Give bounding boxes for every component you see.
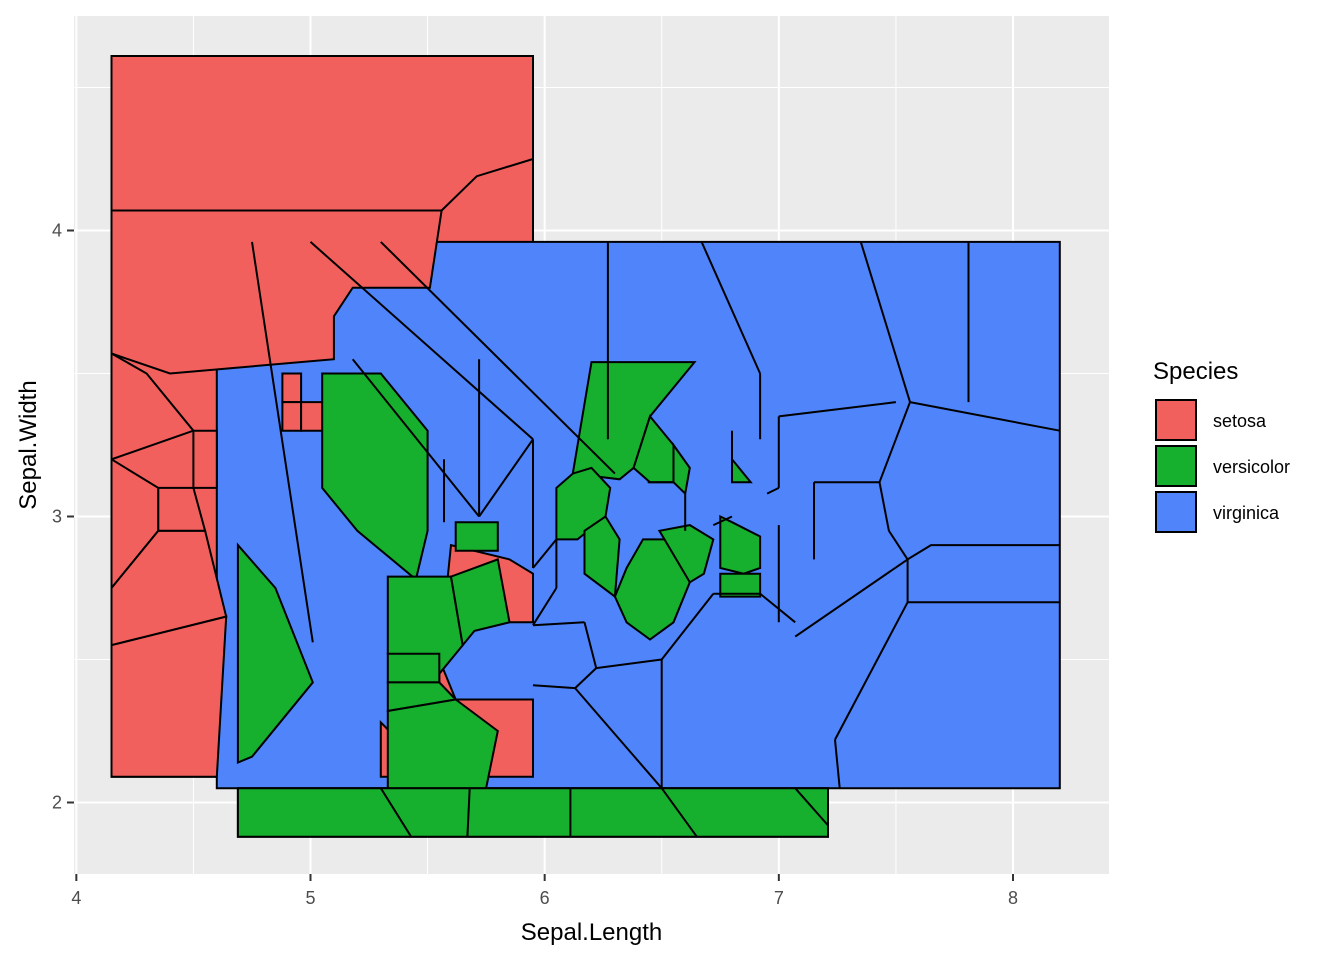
cell-edge [778, 401, 897, 418]
x-tick-label: 5 [305, 888, 315, 908]
cell-edge [759, 592, 796, 624]
legend-label-versicolor: versicolor [1213, 457, 1290, 477]
cell-edge [251, 241, 314, 643]
cell-edge [878, 482, 890, 531]
cell-edge [834, 601, 909, 741]
legend-swatch-versicolor [1155, 445, 1197, 487]
cell-edge [700, 241, 762, 374]
cell-edge [532, 684, 576, 690]
cell-edge [794, 558, 909, 638]
x-tick-label: 7 [774, 888, 784, 908]
cell-edge [532, 587, 558, 626]
cell-edge [712, 515, 733, 527]
legend: Species setosa versicolor virginica [1153, 358, 1290, 533]
x-tick-label: 4 [71, 888, 81, 908]
cell-edge [309, 241, 534, 441]
cell-versicolor [236, 787, 829, 838]
cell-edge [532, 538, 558, 569]
cell-edge [379, 787, 413, 838]
cell-edge [878, 401, 911, 483]
cell-edge [574, 667, 597, 689]
cell-edge [380, 241, 616, 475]
cell-versicolor [719, 514, 762, 575]
cell-edge [466, 788, 471, 837]
cell-edge [351, 358, 480, 518]
cell-versicolor [731, 456, 753, 484]
legend-swatch-setosa [1155, 399, 1197, 441]
cell-edge [660, 787, 698, 838]
cell-setosa [110, 209, 443, 375]
cell-edge [859, 241, 911, 403]
y-tick-label: 2 [52, 793, 62, 813]
legend-title: Species [1153, 358, 1238, 385]
legend-label-setosa: setosa [1213, 411, 1267, 431]
x-tick-label: 6 [540, 888, 550, 908]
cell-edge [766, 487, 780, 495]
voronoi-cells [110, 55, 1061, 838]
cell-versicolor [321, 372, 429, 582]
cell-edge [532, 621, 585, 627]
cell-versicolor [719, 572, 762, 598]
cell-edge [478, 438, 534, 518]
cell-versicolor [236, 542, 314, 764]
legend-swatch-virginica [1155, 491, 1197, 533]
cell-setosa [281, 401, 303, 432]
y-tick-label: 4 [52, 221, 62, 241]
cell-edge [574, 687, 663, 789]
cell-edge [660, 593, 715, 661]
cell-edge [907, 544, 1060, 561]
cell-setosa [110, 615, 228, 778]
x-axis-title: Sepal.Length [521, 919, 662, 946]
cell-edge [583, 622, 598, 669]
x-tick-label: 8 [1008, 888, 1018, 908]
cell-setosa [281, 372, 303, 404]
cell-edge [834, 739, 841, 789]
legend-label-virginica: virginica [1213, 503, 1280, 523]
cell-edge [909, 401, 1060, 432]
cell-edge [888, 530, 909, 560]
cell-setosa [192, 429, 218, 489]
cell-versicolor [454, 521, 499, 552]
cell-versicolor [583, 515, 621, 599]
y-axis-title: Sepal.Width [15, 380, 42, 509]
cell-setosa [110, 351, 196, 461]
cell-versicolor [672, 441, 691, 496]
cell-versicolor [449, 558, 511, 648]
y-tick-label: 3 [52, 507, 62, 527]
cell-edge [596, 658, 662, 670]
cell-versicolor [386, 652, 441, 684]
cell-edge [794, 787, 829, 827]
axes: 4 5 6 7 8 2 3 4 Sepal.Length Sepal.Width [15, 221, 1018, 947]
